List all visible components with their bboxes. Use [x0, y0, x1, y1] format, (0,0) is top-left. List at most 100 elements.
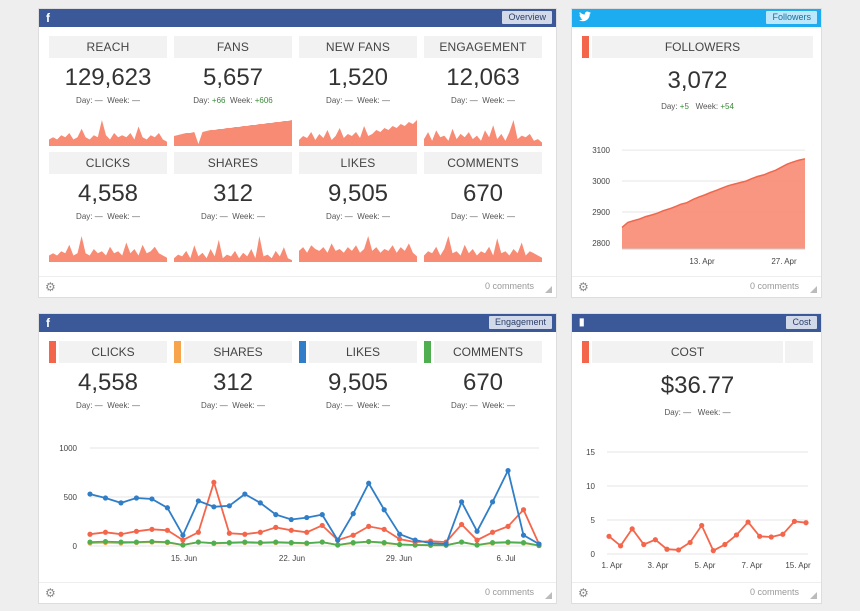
- comments-link[interactable]: 0 comments: [749, 587, 799, 597]
- followers-badge[interactable]: Followers: [766, 11, 817, 24]
- data-point-likes: [102, 495, 109, 501]
- day-label: Day:: [661, 102, 678, 111]
- metric-tile: CLICKS 4,558 Day: — Week: —: [49, 341, 167, 421]
- data-point-clicks: [288, 527, 294, 533]
- resize-handle-icon[interactable]: [545, 286, 552, 293]
- week-label: Week:: [357, 401, 380, 410]
- chart-icon: ▮: [579, 317, 585, 328]
- day-label: Day:: [326, 96, 343, 105]
- gear-icon[interactable]: ⚙: [45, 586, 56, 600]
- data-point-likes: [211, 504, 217, 510]
- metric-change: Day: — Week: —: [424, 401, 542, 410]
- data-point-comments: [133, 539, 140, 545]
- comments-link[interactable]: 0 comments: [749, 281, 799, 291]
- sparkline-chart: [174, 236, 292, 262]
- week-label: Week:: [482, 401, 505, 410]
- cost-data-point: [606, 533, 612, 539]
- resize-handle-icon[interactable]: [810, 592, 817, 599]
- facebook-engagement-header: f Engagement: [39, 314, 556, 332]
- metric-value: 312: [212, 180, 254, 207]
- metric-change: Day: — Week: —: [49, 212, 167, 221]
- metric-change: Day: — Week: —: [299, 401, 417, 410]
- day-change: —: [344, 401, 353, 410]
- widget-footer: ⚙ 0 comments: [39, 582, 556, 603]
- sparkline-chart: [299, 236, 417, 262]
- week-label: Week:: [107, 212, 130, 221]
- cost-label: COST: [592, 341, 783, 363]
- series-line-clicks: [89, 479, 540, 545]
- data-point-clicks: [87, 531, 93, 537]
- followers-change: Day: +5 Week: +54: [582, 102, 813, 111]
- metric-label: CLICKS: [49, 152, 167, 174]
- x-tick-label: 13. Apr: [689, 257, 715, 266]
- week-change: —: [506, 212, 515, 221]
- data-point-likes: [366, 480, 372, 486]
- x-tick-label: 15. Jun: [171, 554, 197, 563]
- widget-footer: ⚙ 0 comments: [572, 276, 821, 297]
- metric-tile: LIKES 9,505 Day: — Week: —: [299, 152, 417, 262]
- sparkline-area: [299, 236, 417, 262]
- data-point-likes: [149, 496, 155, 502]
- data-point-likes: [273, 512, 279, 518]
- widget-footer: ⚙ 0 comments: [39, 276, 556, 297]
- data-point-clicks: [397, 536, 403, 542]
- comments-link[interactable]: 0 comments: [484, 587, 534, 597]
- resize-handle-icon[interactable]: [545, 592, 552, 599]
- metric-change: Day: — Week: —: [49, 401, 167, 410]
- cost-header: ▮ Cost: [572, 314, 821, 332]
- engagement-badge[interactable]: Engagement: [488, 316, 552, 329]
- overview-badge[interactable]: Overview: [502, 11, 552, 24]
- followers-line: [621, 158, 806, 228]
- week-change: —: [506, 96, 515, 105]
- metric-value: 12,063: [446, 64, 520, 91]
- day-change: —: [469, 96, 478, 105]
- comments-link[interactable]: 0 comments: [484, 281, 534, 291]
- metric-change: Day: — Week: —: [49, 96, 167, 105]
- week-change: —: [506, 401, 515, 410]
- cost-data-point: [803, 520, 809, 526]
- data-point-comments: [180, 542, 186, 548]
- cost-line: [608, 520, 807, 552]
- data-point-clicks: [319, 522, 325, 529]
- data-point-clicks: [381, 526, 387, 532]
- data-point-likes: [288, 516, 294, 523]
- week-label: Week:: [232, 401, 255, 410]
- day-label: Day:: [193, 96, 210, 105]
- gear-icon[interactable]: ⚙: [578, 586, 589, 600]
- metric-change: Day: — Week: —: [424, 96, 542, 105]
- day-label: Day:: [664, 408, 681, 417]
- day-label: Day:: [451, 96, 468, 105]
- cost-data-point: [768, 534, 774, 540]
- data-point-clicks: [489, 529, 496, 535]
- series-line-likes: [89, 467, 540, 545]
- day-label: Day:: [76, 96, 93, 105]
- data-point-clicks: [273, 524, 279, 530]
- data-point-comments: [458, 539, 465, 545]
- metric-value: 5,657: [202, 64, 264, 91]
- resize-handle-icon[interactable]: [810, 286, 817, 293]
- cost-badge[interactable]: Cost: [786, 316, 817, 329]
- gear-icon[interactable]: ⚙: [45, 280, 56, 294]
- facebook-overview-header: f Overview: [39, 9, 556, 27]
- sparkline-area: [299, 120, 417, 146]
- facebook-icon: f: [46, 316, 50, 330]
- gear-icon[interactable]: ⚙: [578, 280, 589, 294]
- followers-value: 3,072: [667, 67, 728, 94]
- cost-chart: 15 10 5 0 1. Apr 3. Apr 5. Apr 7. Apr 15. Apr: [586, 448, 811, 570]
- data-point-likes: [319, 512, 325, 518]
- series-color-stripe: [299, 341, 306, 363]
- cost-widget: ▮ Cost COST $36.77 Day: — Week: — 15 10 5 0…: [571, 313, 822, 604]
- x-tick-label: 3. Apr: [648, 561, 669, 570]
- followers-chart: 3100 3000 2900 2800 13. Apr 27. Apr: [592, 146, 806, 266]
- y-tick-label: 10: [586, 482, 595, 491]
- data-point-clicks: [304, 529, 310, 535]
- metric-value: 129,623: [64, 64, 152, 91]
- data-point-clicks: [211, 479, 217, 485]
- day-change: —: [469, 401, 478, 410]
- week-change: —: [381, 401, 390, 410]
- data-point-comments: [319, 539, 325, 545]
- facebook-overview-widget: f Overview REACH 129,623 Day: — Week: — FAN…: [38, 8, 557, 298]
- data-point-clicks: [350, 532, 356, 538]
- series-color-stripe: [424, 341, 431, 363]
- data-point-clicks: [366, 523, 372, 529]
